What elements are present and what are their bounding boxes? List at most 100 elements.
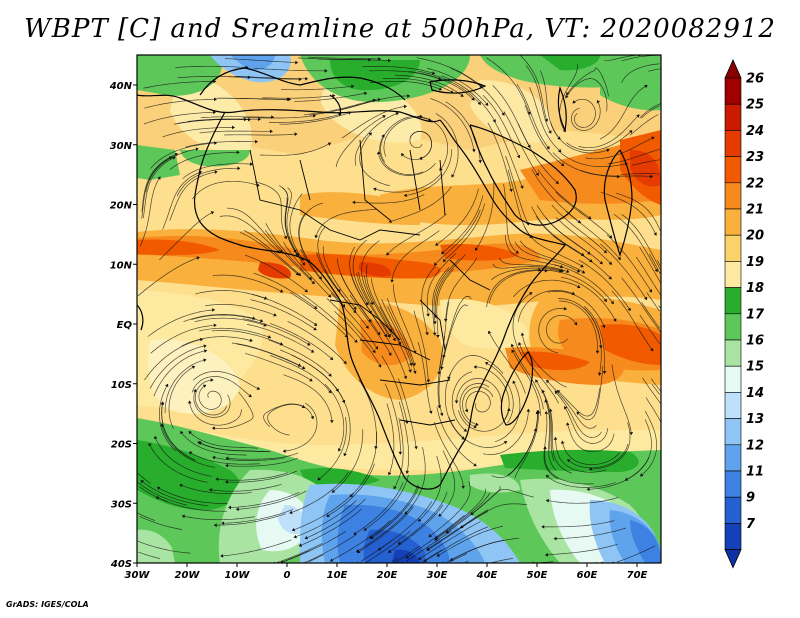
streamline-arrow: [390, 279, 394, 283]
streamline-arrow: [608, 276, 612, 280]
streamline: [507, 169, 531, 237]
streamline: [547, 290, 604, 326]
streamline: [428, 509, 488, 549]
streamline: [380, 115, 420, 163]
streamline-arrow: [383, 333, 387, 338]
streamline-arrow: [624, 477, 629, 481]
streamline-arrow: [520, 185, 524, 189]
streamline-arrow: [418, 556, 422, 560]
streamline: [379, 306, 411, 370]
streamline-arrow: [662, 103, 665, 106]
streamline: [629, 114, 659, 136]
streamline-arrow: [560, 440, 565, 444]
streamline-arrow: [388, 472, 392, 476]
streamline-arrow: [535, 379, 539, 383]
colorbar-label: 18: [746, 281, 764, 296]
streamline-arrow: [409, 362, 413, 367]
streamline-arrow: [365, 325, 369, 329]
streamline: [406, 447, 426, 513]
streamline: [335, 116, 384, 168]
streamline: [262, 95, 333, 99]
streamline: [384, 383, 401, 452]
streamline: [164, 359, 204, 413]
streamline: [390, 504, 444, 552]
streamline-arrow: [349, 493, 354, 498]
streamline-arrow: [214, 170, 218, 174]
streamline: [263, 403, 313, 428]
streamline: [177, 119, 249, 124]
streamline: [482, 94, 519, 156]
streamline: [648, 68, 661, 72]
streamline: [456, 378, 502, 403]
streamline: [447, 539, 505, 563]
streamline: [536, 381, 551, 450]
streamline-arrow: [301, 262, 306, 266]
streamline-arrow: [653, 232, 657, 236]
streamline: [513, 279, 578, 298]
streamline-arrow: [527, 111, 531, 115]
streamline-arrow: [565, 95, 569, 99]
streamline-arrow: [267, 335, 272, 339]
colorbar-swatch: [724, 208, 742, 236]
streamline-arrow: [509, 188, 513, 193]
streamline: [448, 416, 505, 448]
streamline-arrow: [298, 77, 302, 82]
streamline: [417, 341, 432, 412]
streamline-arrow: [133, 478, 136, 481]
wbpt-field: [137, 55, 661, 563]
streamline: [184, 516, 255, 521]
streamline-arrow: [317, 477, 321, 481]
streamline: [191, 376, 250, 396]
streamline: [417, 70, 480, 103]
streamline: [388, 213, 447, 254]
streamline-arrow: [629, 130, 633, 134]
streamline-arrow: [617, 256, 621, 261]
streamline: [444, 372, 463, 439]
streamline: [531, 206, 583, 255]
streamline-arrow: [398, 341, 402, 346]
streamline: [578, 259, 630, 309]
streamline: [621, 214, 661, 269]
streamline: [139, 515, 183, 530]
streamline-arrow: [352, 200, 356, 205]
streamline-arrow: [386, 252, 390, 256]
streamline: [591, 422, 631, 470]
streamline-arrow: [313, 305, 318, 309]
streamline: [137, 257, 198, 297]
streamline-arrow: [140, 480, 144, 484]
streamline-arrow: [213, 79, 217, 84]
streamline: [137, 540, 191, 554]
streamline-arrow: [160, 401, 165, 405]
streamline: [199, 327, 269, 338]
streamline-arrow: [392, 337, 396, 342]
colorbar-label: 7: [746, 517, 756, 532]
streamline-arrow: [313, 322, 318, 326]
streamline: [259, 143, 329, 156]
streamline-arrow: [395, 112, 399, 116]
streamline: [615, 192, 661, 231]
streamline-arrow: [220, 554, 224, 558]
streamline-arrow: [329, 356, 334, 361]
streamline-arrow: [544, 552, 549, 557]
streamline-arrow: [198, 441, 202, 445]
streamline: [216, 513, 287, 526]
colorbar-swatch: [724, 182, 742, 210]
streamline: [159, 386, 176, 452]
streamline: [621, 277, 661, 333]
streamline-arrow: [581, 270, 586, 274]
streamline: [548, 496, 619, 504]
streamline-arrow: [331, 489, 336, 493]
streamline-arrow: [485, 102, 489, 106]
streamline-arrow: [597, 372, 602, 376]
streamline-arrow: [249, 162, 254, 166]
streamline-arrow: [279, 289, 284, 293]
streamline-arrow: [225, 456, 229, 461]
streamline-arrow: [413, 370, 417, 374]
streamline-arrow: [191, 365, 196, 370]
streamline: [409, 131, 432, 159]
streamline: [230, 491, 300, 508]
streamline-arrow: [510, 343, 515, 348]
streamline: [319, 416, 347, 479]
streamline-arrow: [235, 507, 239, 512]
streamline: [162, 127, 233, 138]
